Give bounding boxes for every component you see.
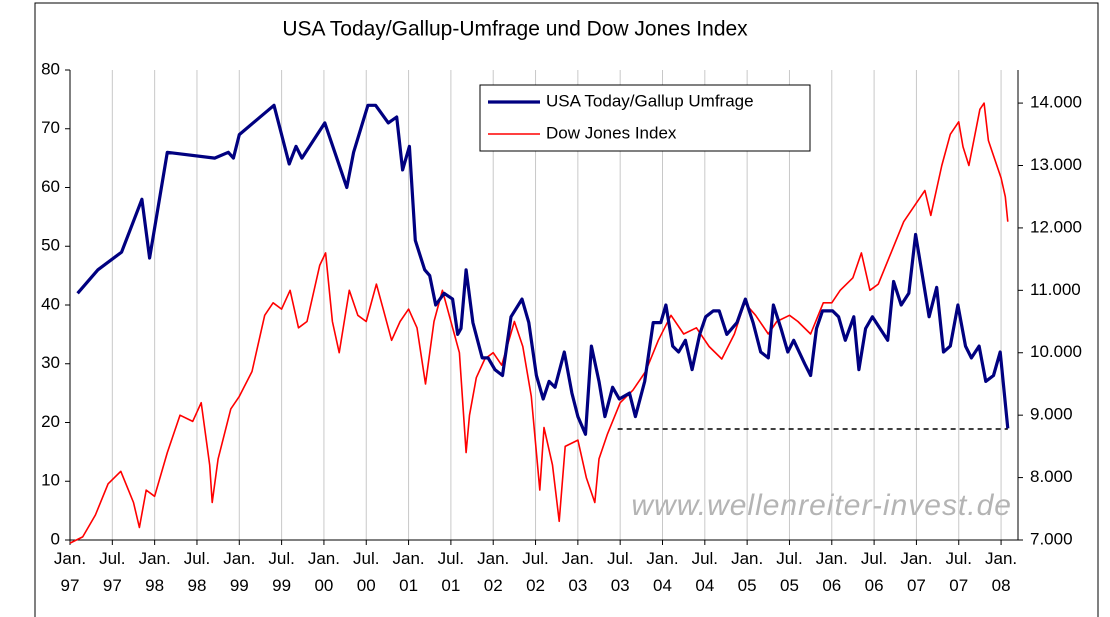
legend-label: USA Today/Gallup Umfrage: [546, 91, 754, 110]
x-tick-label-line: Jan.: [477, 549, 509, 568]
x-tick-label: Jan. 07: [900, 549, 932, 595]
x-tick-label-line: Jul.: [946, 549, 972, 568]
x-tick-label-line: 98: [188, 576, 207, 595]
x-tick-label-line: Jan.: [816, 549, 848, 568]
x-tick-label-line: Jul.: [353, 549, 379, 568]
x-tick-label-line: Jan.: [562, 549, 594, 568]
x-tick-label: Jan. 03: [562, 549, 594, 595]
x-tick-label-line: Jul.: [776, 549, 802, 568]
x-tick-label-line: 05: [780, 576, 799, 595]
y-tick-label: 30: [41, 353, 60, 372]
legend-box: [479, 84, 811, 152]
x-tick-label-line: Jul.: [861, 549, 887, 568]
x-tick-label-line: Jan.: [54, 549, 86, 568]
x-tick-label-line: 01: [399, 576, 418, 595]
x-tick-label-line: Jan.: [985, 549, 1017, 568]
x-tick-label-line: Jul.: [99, 549, 125, 568]
x-tick-label: Jan. 97: [54, 549, 86, 595]
x-tick-label-line: Jan.: [308, 549, 340, 568]
y-tick-label: 10: [41, 471, 60, 490]
chart-title: USA Today/Gallup-Umfrage und Dow Jones I…: [282, 18, 748, 41]
x-tick-label: Jul. 07: [946, 549, 972, 595]
y-tick-label: 50: [41, 236, 60, 255]
x-tick-label-line: 07: [907, 576, 926, 595]
x-tick-label-line: Jul.: [522, 549, 548, 568]
x-tick-label: Jan. 06: [816, 549, 848, 595]
x-tick-label-line: 03: [568, 576, 587, 595]
x-tick-label-line: Jul.: [607, 549, 633, 568]
x-tick-label-line: 03: [611, 576, 630, 595]
x-tick-label-line: Jul.: [692, 549, 718, 568]
y2-tick-label: 12.000: [1030, 217, 1082, 236]
x-tick-label: Jul. 05: [776, 549, 802, 595]
x-tick-label: Jul. 06: [861, 549, 887, 595]
y2-tick-label: 11.000: [1030, 280, 1081, 299]
x-tick-label: Jan. 05: [731, 549, 763, 595]
x-tick-label: Jan. 04: [646, 549, 678, 595]
x-tick-label-line: 00: [357, 576, 376, 595]
series-line: [76, 103, 1010, 436]
x-tick-label: Jul. 99: [268, 549, 294, 595]
y2-tick-label: 10.000: [1030, 342, 1082, 361]
x-tick-label-line: 99: [230, 576, 249, 595]
x-tick-label-line: 04: [695, 576, 714, 595]
x-tick-label-line: Jan.: [646, 549, 678, 568]
x-tick-label-line: 01: [441, 576, 460, 595]
y-tick-label: 20: [41, 412, 60, 431]
x-tick-label-line: 02: [526, 576, 545, 595]
x-tick-label-line: Jul.: [268, 549, 294, 568]
x-tick-label-line: Jul.: [184, 549, 210, 568]
x-tick-label-line: 04: [653, 576, 672, 595]
watermark: www.wellenreiter-invest.de: [631, 489, 1012, 522]
x-tick-label: Jul. 97: [99, 549, 125, 595]
x-tick-label-line: 98: [145, 576, 164, 595]
x-tick-label-line: 08: [992, 576, 1011, 595]
x-tick-label: Jul. 00: [353, 549, 379, 595]
x-tick-label-line: 07: [949, 576, 968, 595]
y-tick-label: 0: [51, 529, 60, 548]
y-tick-label: 80: [41, 59, 60, 78]
x-tick-label: Jul. 03: [607, 549, 633, 595]
x-tick-label: Jul. 04: [692, 549, 718, 595]
x-tick-label-line: 06: [865, 576, 884, 595]
legend-label: Dow Jones Index: [546, 123, 677, 142]
x-tick-label: Jul. 01: [438, 549, 464, 595]
x-tick-label-line: 99: [272, 576, 291, 595]
x-tick-label-line: 97: [61, 576, 80, 595]
x-tick-label: Jul. 02: [522, 549, 548, 595]
x-tick-label-line: 02: [484, 576, 503, 595]
y2-tick-label: 8.000: [1030, 467, 1073, 486]
x-tick-label-line: 00: [314, 576, 333, 595]
series-line: [69, 102, 1009, 544]
x-tick-label: Jan. 99: [223, 549, 255, 595]
x-tick-label-line: 06: [822, 576, 841, 595]
y-tick-label: 60: [41, 177, 60, 196]
y2-tick-label: 7.000: [1030, 529, 1073, 548]
x-tick-label-line: Jan.: [731, 549, 763, 568]
y-tick-label: 70: [41, 118, 60, 137]
y2-tick-label: 9.000: [1030, 405, 1073, 424]
x-tick-label-line: Jan.: [393, 549, 425, 568]
x-tick-label-line: Jan.: [223, 549, 255, 568]
x-tick-label-line: Jul.: [438, 549, 464, 568]
x-tick-label: Jan. 01: [393, 549, 425, 595]
x-tick-label: Jan. 08: [985, 549, 1017, 595]
y2-tick-label: 13.000: [1030, 155, 1082, 174]
x-tick-label-line: 05: [738, 576, 757, 595]
x-tick-label: Jan. 98: [139, 549, 171, 595]
x-tick-label: Jan. 02: [477, 549, 509, 595]
x-tick-label-line: Jan.: [139, 549, 171, 568]
x-tick-label-line: 97: [103, 576, 122, 595]
x-tick-label-line: Jan.: [900, 549, 932, 568]
x-tick-label: Jan. 00: [308, 549, 340, 595]
y-tick-label: 40: [41, 294, 60, 313]
x-tick-label: Jul. 98: [184, 549, 210, 595]
chart-border: [34, 2, 1099, 617]
y2-tick-label: 14.000: [1030, 93, 1082, 112]
